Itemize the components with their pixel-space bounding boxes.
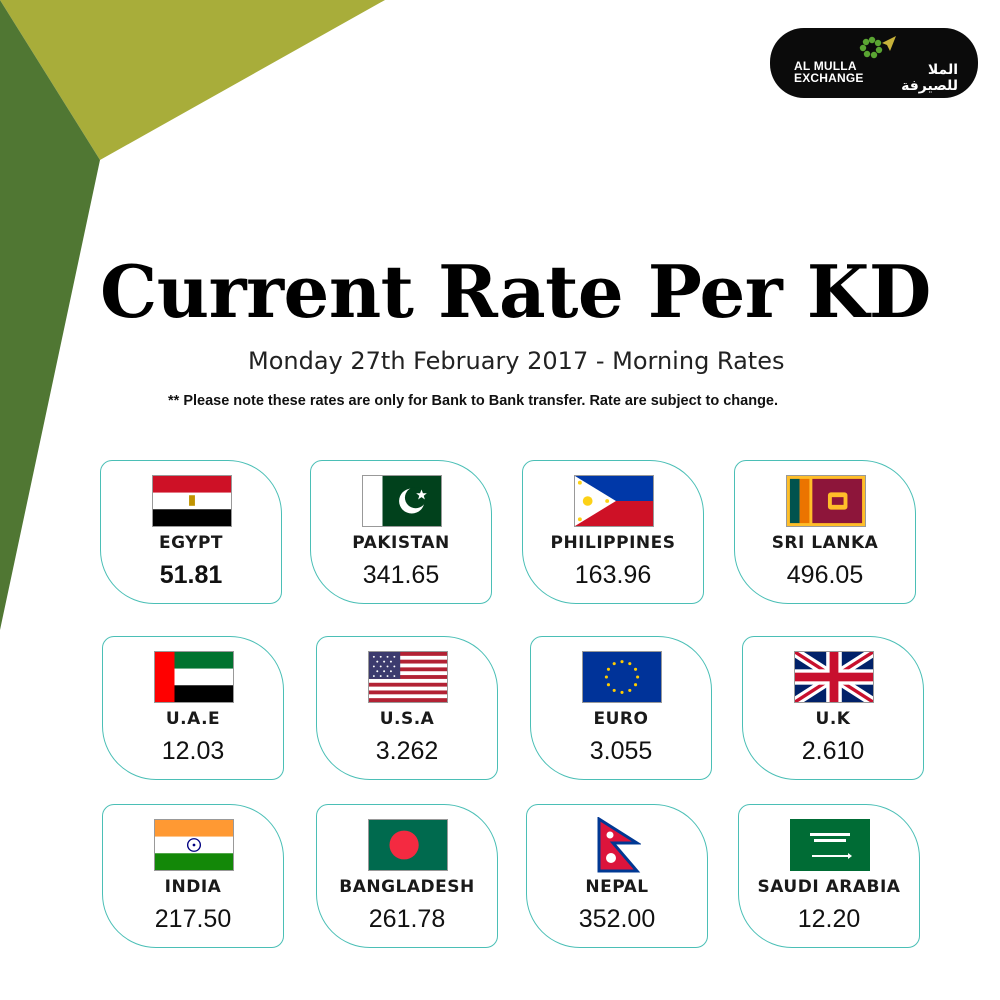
country-name: EGYPT xyxy=(158,533,224,553)
eu-flag-icon xyxy=(582,651,662,703)
sri-lanka-flag-icon xyxy=(786,475,866,527)
logo-ar-line-1: الملا xyxy=(927,62,958,78)
bangladesh-flag-icon xyxy=(368,819,448,871)
country-name: U.K xyxy=(815,709,851,729)
uae-flag-icon xyxy=(154,651,234,703)
rate-value: 496.05 xyxy=(786,561,864,589)
rate-card-usa: U.S.A 3.262 xyxy=(316,636,498,780)
rate-card-sri-lanka: SRI LANKA 496.05 xyxy=(734,460,916,604)
rate-value: 12.20 xyxy=(797,905,861,933)
logo-arabic-text: الملا للصيرفة xyxy=(888,62,958,94)
country-name: NEPAL xyxy=(585,877,649,897)
country-name: EURO xyxy=(593,709,649,729)
rate-value: 3.262 xyxy=(375,737,439,765)
philippines-flag-icon xyxy=(574,475,654,527)
logo-en-line-1: AL MULLA xyxy=(794,59,857,73)
country-name: PHILIPPINES xyxy=(550,533,676,553)
country-name: U.A.E xyxy=(165,709,221,729)
rate-card-bangladesh: BANGLADESH 261.78 xyxy=(316,804,498,948)
rate-card-india: INDIA 217.50 xyxy=(102,804,284,948)
rate-value: 2.610 xyxy=(801,737,865,765)
rate-value: 163.96 xyxy=(574,561,652,589)
nepal-flag-icon xyxy=(597,817,641,873)
logo-english-text: AL MULLA EXCHANGE xyxy=(794,60,864,84)
rate-card-uae: U.A.E 12.03 xyxy=(102,636,284,780)
country-name: U.S.A xyxy=(379,709,435,729)
rate-value: 217.50 xyxy=(154,905,232,933)
logo-ar-line-2: للصيرفة xyxy=(901,78,958,94)
rate-card-euro: EURO 3.055 xyxy=(530,636,712,780)
page-subtitle: Monday 27th February 2017 - Morning Rate… xyxy=(248,347,785,375)
rate-value: 12.03 xyxy=(161,737,225,765)
saudi-arabia-flag-icon xyxy=(790,819,870,871)
rate-value: 341.65 xyxy=(362,561,440,589)
rate-card-nepal: NEPAL 352.00 xyxy=(526,804,708,948)
country-name: INDIA xyxy=(164,877,222,897)
al-mulla-logo: AL MULLA EXCHANGE الملا للصيرفة xyxy=(770,28,978,98)
india-flag-icon xyxy=(154,819,234,871)
rate-card-uk: U.K 2.610 xyxy=(742,636,924,780)
logo-flower-icon xyxy=(859,36,896,59)
rate-card-philippines: PHILIPPINES 163.96 xyxy=(522,460,704,604)
country-name: BANGLADESH xyxy=(339,877,475,897)
rate-value: 3.055 xyxy=(589,737,653,765)
uk-flag-icon xyxy=(794,651,874,703)
rate-value: 51.81 xyxy=(159,561,223,589)
disclaimer-note: ** Please note these rates are only for … xyxy=(168,393,779,409)
egypt-flag-icon xyxy=(152,475,232,527)
usa-flag-icon xyxy=(368,651,448,703)
country-name: SAUDI ARABIA xyxy=(757,877,901,897)
rate-card-pakistan: PAKISTAN 341.65 xyxy=(310,460,492,604)
page-title: Current Rate Per KD xyxy=(100,249,931,334)
rate-value: 352.00 xyxy=(578,905,656,933)
country-name: PAKISTAN xyxy=(352,533,450,553)
rate-card-saudi-arabia: SAUDI ARABIA 12.20 xyxy=(738,804,920,948)
rate-card-egypt: EGYPT 51.81 xyxy=(100,460,282,604)
country-name: SRI LANKA xyxy=(771,533,879,553)
rate-value: 261.78 xyxy=(368,905,446,933)
logo-en-line-2: EXCHANGE xyxy=(794,71,864,85)
pakistan-flag-icon xyxy=(362,475,442,527)
